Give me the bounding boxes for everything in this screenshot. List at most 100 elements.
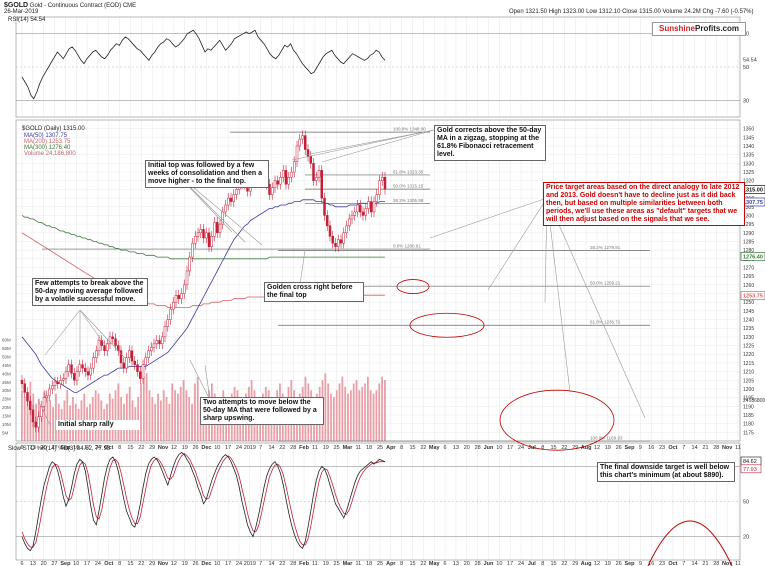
x-tick-label: 11 [735,445,741,451]
target-circle-2 [409,312,485,338]
rsi-tick-label: 50 [743,65,749,71]
candle-body [172,301,175,310]
candle-body [70,364,73,374]
volume-bar [159,400,162,441]
candle-body [45,395,48,398]
volume-bar [332,397,335,441]
x-tick-label: 15 [409,445,415,451]
attempts-pointer-line [79,309,106,346]
x-tick-label: Sep [624,445,635,451]
candle-body [348,218,351,227]
volume-bar [55,393,57,441]
volume-bar [154,403,157,441]
price-tick-label: 1175 [743,430,754,436]
candle-body [136,364,139,372]
x-tick-label-bottom: Mar [343,561,354,566]
x-tick-label: Jun [484,445,494,451]
fib-level-label: 50.0% 1259.21 [590,281,621,286]
x-tick-label-bottom: 10 [496,561,502,566]
volume-bar [352,383,355,441]
volume-tick-label: 40M [2,371,11,376]
ma50-legend: MA(50) 1307.75 [24,133,68,139]
volume-bar [366,376,369,441]
x-tick-label: 24 [236,445,242,451]
x-tick-label: 10 [73,445,79,451]
volume-bar [174,390,176,441]
chart-axes: 66131320202727SepSep101017172424OctOct88… [2,16,765,566]
candle-body [205,232,208,239]
price-tick-label: 1290 [743,231,754,237]
volume-bar [168,403,171,441]
price-tick-label: 1280 [743,248,754,254]
x-tick-label: 28 [475,445,481,451]
annotation-attempts: Few attempts to break above the 50-day m… [32,278,148,306]
candle-body [227,197,230,206]
candle-body [290,171,293,178]
x-tick-label: Apr [386,445,396,451]
x-tick-label-bottom: 24 [236,561,242,566]
x-tick-label: 2019 [244,445,256,451]
sto-k-line [21,451,386,552]
volume-bar [324,373,327,441]
x-tick-label: 7 [259,445,262,451]
volume-bar [83,393,86,441]
volume-bar [142,376,145,441]
price-tick-label: 1180 [743,422,754,428]
volume-bar [66,390,69,441]
candle-body [383,177,387,190]
price-tick-label: 1340 [743,144,754,150]
x-tick-label: 15 [551,445,557,451]
volume-bar [21,390,23,441]
volume-bar [157,393,159,441]
candle-body [86,371,90,376]
target-pointer-line [546,197,571,393]
ma300-legend: MA(300) 1276.40 [24,145,71,151]
x-tick-label: 22 [561,445,567,451]
volume-bar [94,390,97,441]
candle-body [216,222,219,234]
price-tag-box [740,252,765,261]
volume-bar [361,386,364,441]
volume-bar [330,393,332,441]
candle-body [158,340,161,345]
x-tick-label: 21 [702,445,708,451]
candle-body [207,232,211,247]
x-tick-label: 22 [138,445,144,451]
candle-body [67,364,70,372]
price-tick-label: 1295 [743,222,754,228]
candle-body [111,336,114,339]
sto-tick-label: 20 [743,535,749,541]
candle-body [298,138,301,147]
candle-body [20,380,24,384]
x-tick-label-bottom: 17 [507,561,513,566]
x-tick-label-bottom: 25 [334,561,340,566]
price-tick-label: 1265 [743,274,754,280]
candle-body [301,135,304,140]
price-tick-label: 1200 [743,387,754,393]
candle-body [353,211,356,216]
x-tick-label-bottom: 28 [475,561,481,566]
price-tick-label: 1205 [743,378,754,384]
ma200-legend: MA(200) 1253.75 [24,139,71,145]
candle-body [95,350,98,358]
x-tick-label-bottom: 28 [713,561,719,566]
volume-tick-label: 50M [2,354,11,359]
candle-body [73,373,76,381]
x-tick-label: 14 [268,445,274,451]
x-tick-label: May [429,445,441,451]
volume-bar [384,380,386,441]
volume-bar [179,386,182,441]
volume-bar [120,397,123,441]
volume-bar [148,390,151,441]
candle-body [59,380,62,384]
candle-body [328,225,332,237]
volume-bar [97,393,100,441]
volume-bar [378,383,381,441]
candle-body [334,242,337,247]
fib-level-label: 61.8% 1323.35 [393,169,424,174]
annotation-consolidation: Initial top was followed by a few weeks … [145,160,269,188]
volume-tick-label: 5M [2,431,9,436]
price-tag-label: 1307.75 [743,200,763,206]
top-pointer-line [304,129,435,156]
